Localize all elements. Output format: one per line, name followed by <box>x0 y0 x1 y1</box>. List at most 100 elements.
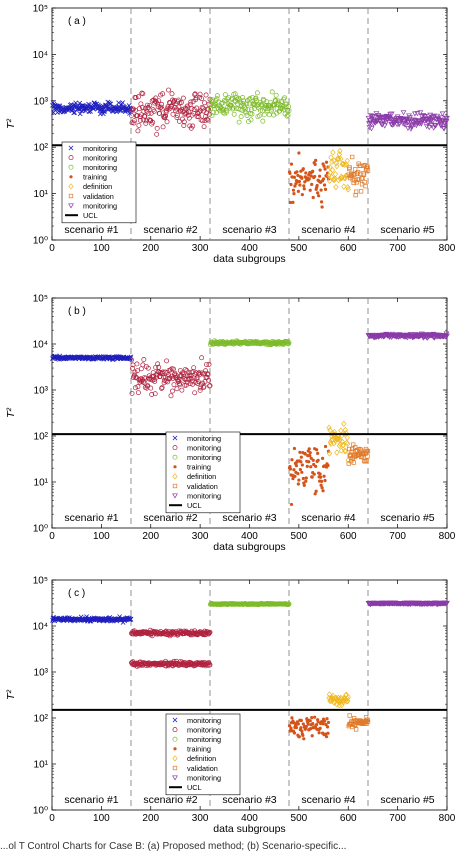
data-point <box>175 97 181 103</box>
data-point <box>187 101 193 107</box>
data-point <box>196 109 202 115</box>
data-point <box>86 109 92 115</box>
data-point <box>234 96 240 102</box>
data-point <box>188 373 194 379</box>
data-point <box>307 460 311 464</box>
data-point <box>339 701 345 709</box>
data-point <box>248 117 254 123</box>
data-point <box>137 117 143 123</box>
x-tick-label: 600 <box>340 243 357 254</box>
scenario-label: scenario #5 <box>380 224 434 236</box>
data-point <box>313 492 317 496</box>
x-tick-label: 100 <box>93 531 110 542</box>
data-point <box>174 115 180 121</box>
data-point <box>297 735 301 739</box>
data-point <box>284 113 290 119</box>
scenario-label-bg <box>375 792 440 806</box>
data-point <box>340 697 346 704</box>
data-point <box>291 476 295 481</box>
data-point <box>366 125 373 131</box>
legend-label: training <box>187 745 211 754</box>
data-point <box>292 446 297 451</box>
legend-marker <box>172 473 178 480</box>
data-point <box>300 470 304 474</box>
data-point <box>230 105 236 111</box>
data-point <box>103 104 109 109</box>
data-point <box>214 93 220 99</box>
data-point <box>314 489 318 493</box>
legend-label: training <box>83 173 107 182</box>
scenario-label: scenario #2 <box>143 512 197 524</box>
y-tick-label: 10⁵ <box>33 294 48 305</box>
data-point <box>211 103 217 109</box>
data-point <box>250 95 255 100</box>
data-point <box>275 98 281 104</box>
data-point <box>310 734 314 738</box>
data-point <box>310 475 314 479</box>
x-tick-label: 600 <box>340 531 357 542</box>
legend-label: monitoring <box>187 735 221 744</box>
data-point <box>345 697 351 705</box>
legend-marker <box>172 765 178 771</box>
data-point <box>168 367 173 373</box>
data-point <box>129 390 135 396</box>
data-point <box>154 374 160 380</box>
data-point <box>321 489 325 493</box>
x-tick-label: 500 <box>291 531 308 542</box>
data-point <box>353 167 358 172</box>
legend-box <box>165 431 241 514</box>
data-point <box>364 458 369 463</box>
data-point <box>299 455 303 459</box>
data-point <box>206 106 211 112</box>
data-point <box>280 104 286 110</box>
data-point <box>326 450 333 457</box>
data-point <box>349 449 354 454</box>
data-point <box>439 117 445 124</box>
data-point <box>307 177 311 181</box>
data-point <box>159 101 165 107</box>
data-point <box>414 111 421 117</box>
data-point <box>322 719 327 723</box>
data-point <box>285 112 291 118</box>
data-point <box>317 194 321 198</box>
data-point <box>365 454 370 459</box>
data-point <box>307 173 311 177</box>
data-point <box>444 116 450 122</box>
data-point <box>286 340 292 345</box>
data-point <box>157 110 163 116</box>
data-point <box>311 722 315 726</box>
data-point <box>270 102 276 108</box>
data-point <box>341 420 347 428</box>
legend-label: monitoring <box>187 453 221 462</box>
data-point <box>319 483 323 487</box>
data-point <box>222 92 228 98</box>
data-point <box>207 383 212 389</box>
data-point <box>333 183 339 191</box>
data-point <box>286 602 291 607</box>
data-point <box>316 191 320 195</box>
x-axis-label: data subgroups <box>213 541 285 553</box>
legend: monitoringmonitoringmonitoringtrainingde… <box>61 141 137 224</box>
legend-label: monitoring <box>187 725 221 734</box>
data-point <box>327 427 333 434</box>
scenario-label-bg <box>296 510 361 524</box>
y-tick-label: 10² <box>34 143 49 154</box>
data-point <box>376 115 383 121</box>
data-point <box>354 180 359 185</box>
legend-label: monitoring <box>187 443 221 452</box>
data-point <box>323 167 327 171</box>
data-point <box>334 449 340 456</box>
y-tick-label: 10¹ <box>34 760 49 771</box>
data-point <box>261 112 267 118</box>
data-point <box>319 475 323 479</box>
data-point <box>362 179 367 185</box>
data-point <box>135 384 141 390</box>
data-point <box>196 114 202 120</box>
legend: monitoringmonitoringmonitoringtrainingde… <box>165 431 241 514</box>
data-point <box>91 106 96 112</box>
x-axis-label: data subgroups <box>213 253 285 265</box>
data-point <box>316 458 320 462</box>
data-point <box>322 164 326 168</box>
data-point <box>302 483 306 487</box>
data-point <box>170 111 176 117</box>
